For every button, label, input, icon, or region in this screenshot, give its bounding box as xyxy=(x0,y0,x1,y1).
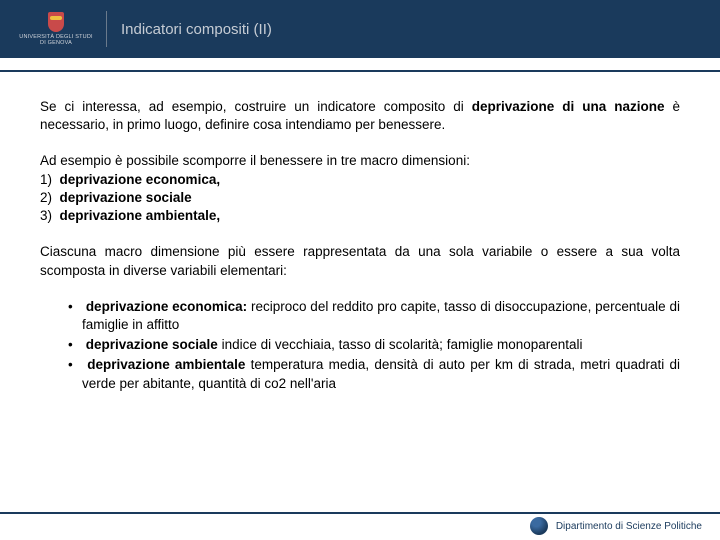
slide-header: UNIVERSITÀ DEGLI STUDI DI GENOVA Indicat… xyxy=(0,0,720,58)
slide-footer: Dipartimento di Scienze Politiche xyxy=(0,512,720,540)
accent-line xyxy=(0,70,720,72)
university-name: UNIVERSITÀ DEGLI STUDI DI GENOVA xyxy=(19,34,92,46)
intro-paragraph: Se ci interessa, ad esempio, costruire u… xyxy=(40,98,680,134)
slide-body: Se ci interessa, ad esempio, costruire u… xyxy=(0,58,720,393)
header-divider xyxy=(106,11,107,47)
dimensions-lead: Ad esempio è possibile scomporre il bene… xyxy=(40,152,680,170)
bullet-item: deprivazione economica: reciproco del re… xyxy=(68,298,680,334)
dimension-item: 2) deprivazione sociale xyxy=(40,189,680,207)
bullet-item: deprivazione ambientale temperatura medi… xyxy=(68,356,680,392)
university-logo: UNIVERSITÀ DEGLI STUDI DI GENOVA xyxy=(12,8,100,50)
variables-list: deprivazione economica: reciproco del re… xyxy=(40,298,680,393)
dimension-item: 3) deprivazione ambientale, xyxy=(40,207,680,225)
bullet-item: deprivazione sociale indice di vecchiaia… xyxy=(68,336,680,354)
department-label: Dipartimento di Scienze Politiche xyxy=(556,521,702,532)
dimension-item: 1) deprivazione economica, xyxy=(40,171,680,189)
vars-lead: Ciascuna macro dimensione più essere rap… xyxy=(40,243,680,279)
slide-title: Indicatori compositi (II) xyxy=(121,21,272,38)
footer-line xyxy=(0,512,720,514)
shield-icon xyxy=(48,12,64,32)
seal-icon xyxy=(530,517,548,535)
dimensions-block: Ad esempio è possibile scomporre il bene… xyxy=(40,152,680,225)
